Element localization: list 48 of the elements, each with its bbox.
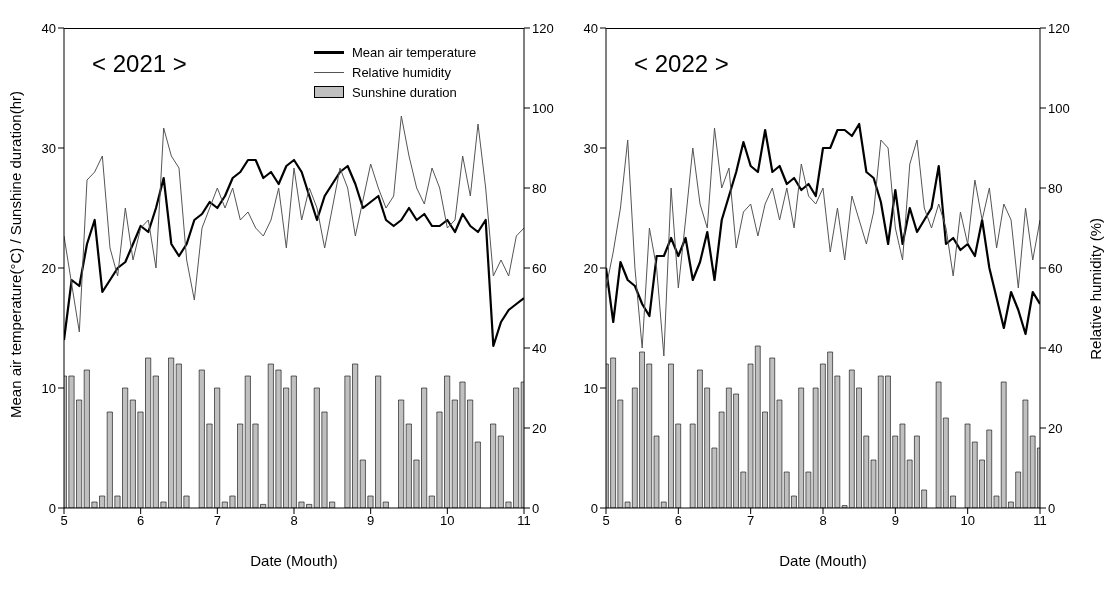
y-tick-label: 40	[41, 20, 56, 36]
x-tick-label: 5	[602, 513, 610, 529]
y2-tick-label: 60	[1048, 260, 1063, 276]
y2-axis-title: Relative humidity (%)	[1087, 218, 1104, 360]
text: < 2022 >	[634, 50, 729, 78]
y2-tick-label: 60	[532, 260, 547, 276]
x-axis-title: Date (Mouth)	[250, 552, 338, 569]
y2-tick-label: 20	[1048, 420, 1063, 436]
x-tick-label: 6	[674, 513, 682, 529]
text: < 2021 >	[92, 50, 187, 78]
x-axis-title: Date (Mouth)	[779, 552, 867, 569]
y2-tick-label: 0	[532, 500, 540, 516]
y2-tick-label: 100	[1048, 100, 1070, 116]
y2-tick-label: 80	[532, 180, 547, 196]
x-tick-label: 11	[1033, 513, 1047, 529]
x-tick-label: 10	[440, 513, 455, 529]
legend-label: Relative humidity	[352, 64, 451, 80]
legend-label: Sunshine duration	[352, 84, 457, 100]
y2-tick-label: 40	[1048, 340, 1063, 356]
y-tick-label: 10	[41, 380, 56, 396]
x-tick-label: 9	[367, 513, 375, 529]
y-tick-label: 20	[41, 260, 56, 276]
y-tick-label: 10	[583, 380, 598, 396]
x-tick-label: 6	[137, 513, 145, 529]
y-tick-label: 30	[41, 140, 56, 156]
x-tick-label: 7	[747, 513, 755, 529]
y-tick-label: 40	[583, 20, 598, 36]
y-tick-label: 0	[590, 500, 598, 516]
y2-tick-label: 20	[532, 420, 547, 436]
legend-label: Mean air temperature	[352, 44, 477, 60]
x-tick-label: 9	[891, 513, 899, 529]
y2-tick-label: 100	[532, 100, 554, 116]
x-tick-label: 5	[60, 513, 68, 529]
x-tick-label: 7	[213, 513, 221, 529]
y-axis-title: Mean air temperature(°C) / Sunshine duration(hr)	[7, 91, 25, 418]
y2-tick-label: 120	[532, 20, 554, 36]
y-tick-label: 30	[583, 140, 598, 156]
y2-tick-label: 0	[1048, 500, 1056, 516]
x-tick-label: 8	[819, 513, 827, 529]
line-series	[64, 115, 524, 333]
y-tick-label: 20	[583, 260, 598, 276]
y2-tick-label: 120	[1048, 20, 1070, 36]
x-tick-label: 10	[960, 513, 975, 529]
y-tick-label: 0	[48, 500, 56, 516]
y2-tick-label: 80	[1048, 180, 1063, 196]
x-tick-label: 11	[517, 513, 531, 529]
y2-tick-label: 40	[532, 340, 547, 356]
x-tick-label: 8	[290, 513, 298, 529]
